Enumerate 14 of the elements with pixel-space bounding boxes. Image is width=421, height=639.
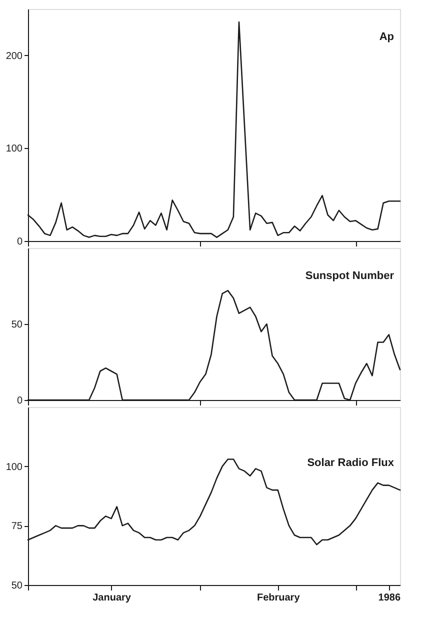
y-tick-label: 100	[6, 462, 23, 473]
text: Solar Radio Flux	[307, 457, 395, 469]
y-tick-label: 200	[6, 50, 23, 62]
text: Sunspot Number	[305, 270, 395, 282]
x-tick-label: February	[256, 592, 300, 604]
x-tick-label: January	[92, 592, 132, 604]
text: Ap	[379, 31, 394, 43]
y-tick-label: 50	[11, 580, 23, 592]
y-tick-label: 0	[16, 236, 23, 248]
y-tick-label: 100	[6, 144, 23, 155]
x-tick-label: 1986	[378, 592, 401, 604]
y-tick-label: 50	[11, 320, 23, 330]
y-tick-label: 0	[16, 396, 23, 406]
y-tick-label: 75	[11, 521, 23, 532]
